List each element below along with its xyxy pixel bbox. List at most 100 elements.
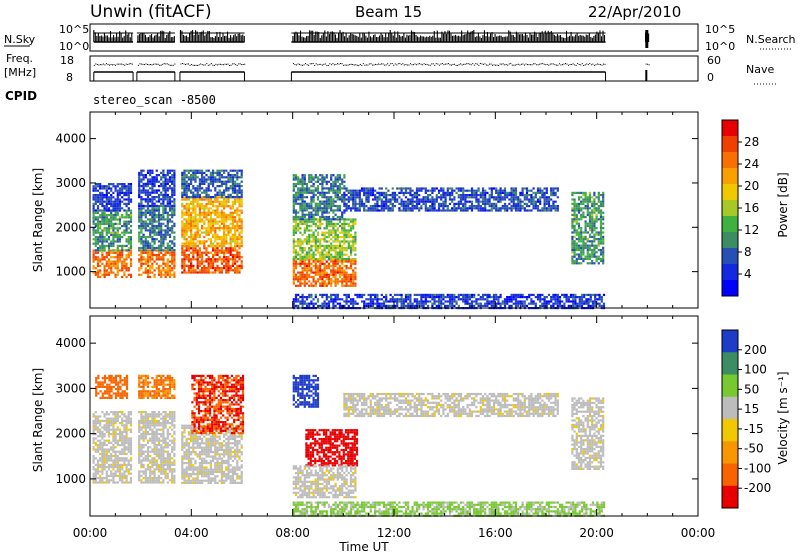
power-cell: [550, 187, 553, 190]
power-cell: [99, 227, 102, 230]
power-cell: [181, 209, 184, 212]
power-cell: [597, 240, 600, 243]
power-cell: [194, 211, 197, 214]
power-cell: [464, 198, 467, 201]
power-cell: [162, 176, 165, 179]
power-cell: [571, 227, 574, 230]
power-cell: [220, 247, 223, 250]
power-cell: [92, 209, 95, 212]
power-cell: [319, 202, 322, 205]
freq-point: [523, 64, 525, 66]
power-cell: [234, 191, 237, 194]
power-cell: [196, 256, 199, 259]
power-cell: [162, 211, 165, 214]
power-cell: [442, 200, 445, 203]
power-cell: [240, 191, 243, 194]
power-cell: [173, 262, 176, 265]
power-cell: [554, 187, 557, 190]
power-cell: [238, 176, 241, 179]
power-cell: [225, 247, 228, 250]
power-cell: [343, 194, 346, 197]
power-cell: [234, 218, 237, 221]
power-cell: [294, 264, 298, 268]
power-cell: [212, 256, 215, 259]
power-cell: [153, 176, 156, 179]
power-cell: [181, 235, 184, 239]
power-cell: [591, 202, 594, 205]
power-cell: [142, 256, 145, 259]
power-cell: [323, 211, 326, 214]
power-cell: [183, 213, 186, 217]
freq-point: [358, 64, 360, 66]
power-cell: [343, 187, 346, 190]
power-cell: [479, 207, 482, 210]
power-cell: [294, 275, 298, 279]
power-cell: [356, 189, 359, 192]
power-cell: [312, 231, 315, 234]
power-cell: [523, 187, 526, 190]
power-cell: [209, 200, 212, 203]
power-cell: [409, 202, 412, 205]
power-cell: [231, 220, 234, 223]
power-cell: [545, 187, 548, 190]
power-cell: [519, 194, 522, 197]
power-cell: [240, 267, 243, 270]
power-cell: [332, 264, 335, 268]
power-cell: [127, 247, 130, 250]
power-cell: [597, 198, 600, 201]
power-cell: [312, 271, 315, 274]
freq-point: [216, 64, 218, 66]
power-cell: [389, 209, 392, 212]
power-cell: [142, 204, 145, 207]
power-cell: [121, 189, 124, 192]
power-cell: [168, 213, 172, 217]
power-cell: [146, 224, 150, 228]
power-cell: [118, 227, 122, 230]
nsky-strip-data: [93, 30, 650, 48]
power-cell: [532, 191, 535, 194]
power-cell: [138, 235, 141, 239]
power-cell: [374, 194, 377, 197]
power-cell: [116, 233, 119, 236]
power-cell: [231, 258, 234, 261]
power-cell: [595, 196, 598, 199]
power-cell: [466, 194, 469, 197]
power-cell: [168, 249, 172, 252]
power-cell: [240, 222, 243, 225]
power-cell: [220, 191, 223, 194]
power-cell: [121, 269, 124, 272]
power-cell: [114, 202, 117, 205]
power-cell: [138, 253, 141, 257]
power-cell: [142, 185, 145, 188]
power-cell: [332, 211, 335, 214]
power-cell: [129, 220, 133, 223]
power-cell: [382, 191, 386, 194]
power-cell: [310, 220, 313, 223]
freq-point: [394, 63, 396, 65]
power-cell: [453, 196, 456, 199]
power-cell: [316, 260, 320, 263]
power-cell: [314, 225, 317, 228]
power-cell: [593, 222, 596, 225]
power-cell: [573, 205, 576, 208]
power-cell: [305, 236, 309, 239]
power-cell: [330, 280, 333, 283]
power-cell: [185, 227, 188, 230]
freq-point: [229, 64, 231, 66]
power-cell: [330, 269, 333, 272]
freq-point: [467, 63, 469, 65]
power-cell: [341, 284, 344, 287]
power-cell: [192, 224, 195, 228]
power-cell: [144, 258, 147, 261]
power-cell: [299, 187, 302, 190]
power-cell: [129, 218, 133, 221]
power-cell: [354, 284, 357, 287]
power-cell: [385, 196, 388, 199]
power-cell: [212, 253, 215, 256]
power-cell: [479, 196, 482, 199]
freq-point: [378, 63, 380, 65]
power-cell: [297, 198, 300, 201]
power-cell: [168, 202, 172, 205]
power-cell: [164, 211, 167, 214]
power-cell: [310, 185, 313, 188]
